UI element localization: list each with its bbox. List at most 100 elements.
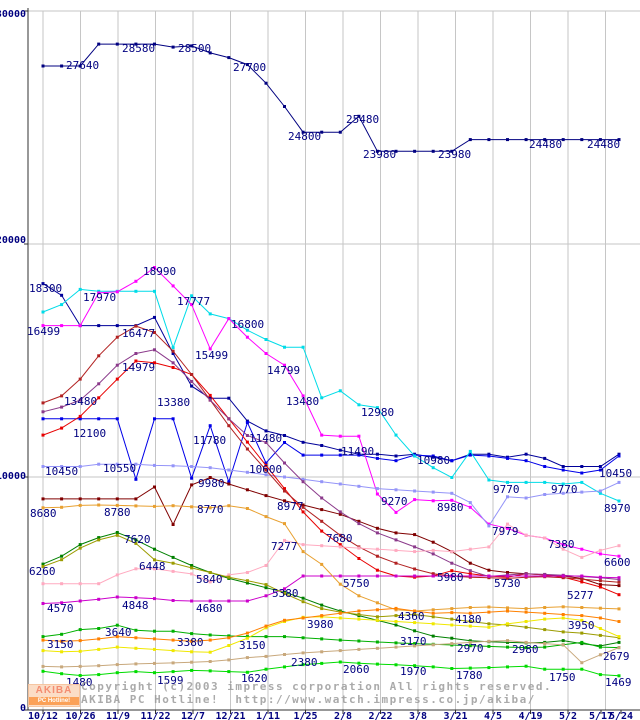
point-label: 28580 [122,42,155,55]
series-tan [41,639,621,669]
copyright-watermark: Copyright (c)2003 impress corporation Al… [81,680,552,706]
x-axis-label: 3/21 [443,711,467,720]
point-label: 12980 [361,406,394,419]
point-label: 10980 [417,454,450,467]
point-label: 5980 [437,571,464,584]
series-magenta [41,266,621,558]
point-label: 8970 [604,502,631,515]
series-red [41,359,621,597]
point-label: 27640 [66,59,99,72]
point-label: 17777 [177,295,210,308]
akiba-pc-hotline-logo: AKIBA PC Hotline! [28,684,80,707]
point-label: 5730 [494,577,521,590]
point-label: 23980 [363,148,396,161]
y-axis-label: 10000 [0,471,26,482]
point-label: 8980 [437,501,464,514]
point-label: 14799 [267,364,300,377]
point-label: 9770 [493,483,520,496]
point-label: 3150 [239,639,266,652]
point-label: 27700 [233,61,266,74]
point-label: 25480 [346,113,379,126]
point-label: 11490 [341,445,374,458]
point-label: 7380 [548,538,575,551]
x-axis-label: 5/24 [609,711,633,720]
point-label: 4570 [47,602,74,615]
series-magenta-low [41,574,621,605]
series-navy [41,282,621,468]
x-axis-label: 12/7 [181,711,205,720]
x-axis-label: 11/9 [106,711,130,720]
point-label: 7979 [492,525,519,538]
point-label: 9980 [198,477,225,490]
logo-pchotline-text: PC Hotline! [29,697,79,705]
point-label: 4180 [455,613,482,626]
point-label: 13380 [157,396,190,409]
point-label: 24480 [587,138,620,151]
point-label: 1599 [157,674,184,687]
x-axis-label: 2/8 [334,711,352,720]
point-label: 10600 [249,463,282,476]
point-label: 9270 [381,495,408,508]
x-axis-label: 2/22 [368,711,392,720]
x-axis-label: 1/25 [293,711,317,720]
point-label: 3980 [307,618,334,631]
point-label: 1620 [241,672,268,685]
point-label: 7620 [124,533,151,546]
point-label: 13480 [286,395,319,408]
point-label: 1780 [456,669,483,682]
point-label: 1469 [605,676,632,689]
point-label: 3150 [47,638,74,651]
point-label: 2679 [603,650,630,663]
point-label: 18990 [143,265,176,278]
point-label: 6600 [604,556,631,569]
series-cyan [41,287,621,503]
point-label: 11780 [193,434,226,447]
point-label: 8977 [277,500,304,513]
y-axis-label: 0 [20,703,26,714]
point-label: 5840 [196,573,223,586]
series-yellow [41,615,621,654]
point-label: 16477 [122,327,155,340]
x-axis-label: 11/22 [140,711,170,720]
point-label: 6448 [139,560,166,573]
x-axis-label: 10/26 [65,711,95,720]
point-label: 14979 [122,361,155,374]
series-blue [41,417,621,484]
point-label: 9770 [551,483,578,496]
point-label: 12100 [73,427,106,440]
x-axis-label: 5/2 [559,711,577,720]
point-label: 8680 [30,507,57,520]
point-label: 7277 [271,540,298,553]
series-dark-green [41,531,621,648]
point-label: 24480 [529,138,562,151]
series-orange [41,606,621,643]
point-label: 10450 [599,467,632,480]
point-label: 4848 [122,599,149,612]
point-label: 3950 [568,619,595,632]
point-label: 10550 [103,462,136,475]
point-label: 15499 [195,349,228,362]
series-top-line [41,42,621,153]
point-label: 16800 [231,318,264,331]
x-axis-label: 12/21 [215,711,245,720]
point-label: 1970 [400,665,427,678]
series-periwinkle [41,462,621,528]
x-axis-label: 4/5 [484,711,502,720]
point-label: 10450 [45,465,78,478]
point-label: 2980 [512,643,539,656]
point-label: 23980 [438,148,471,161]
series-goldenrod [41,503,621,613]
point-label: 11480 [249,432,282,445]
logo-akiba-text: AKIBA [35,685,73,696]
point-label: 13480 [64,395,97,408]
x-axis-label: 5/17 [589,711,613,720]
point-label: 3380 [177,636,204,649]
point-label: 2970 [457,642,484,655]
point-label: 28500 [178,42,211,55]
point-label: 8780 [104,506,131,519]
copyright-line2: AKIBA PC Hotline! http://www.watch.impre… [81,693,536,706]
point-label: 3640 [105,626,132,639]
copyright-line1: Copyright (c)2003 impress corporation Al… [81,680,553,693]
